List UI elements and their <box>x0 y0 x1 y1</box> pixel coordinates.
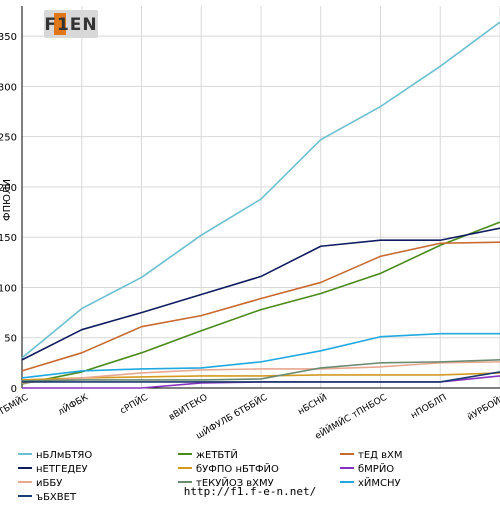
legend-swatch <box>18 481 32 483</box>
legend-label: ъБХВЕТ <box>36 492 77 503</box>
y-tick-label: 300 <box>0 82 17 93</box>
legend-item: тЕД вХМ <box>340 450 403 464</box>
legend-item: бУФПО нБТФЙО <box>178 464 279 478</box>
series-line <box>21 241 500 372</box>
x-tick-label: нБСНЙ <box>295 391 329 417</box>
x-tick-label: йУРБОЙС <box>465 391 500 423</box>
legend-item: иББУ <box>18 478 62 492</box>
legend-label: бУФПО нБТФЙО <box>196 464 279 475</box>
series-line <box>21 332 500 379</box>
y-tick-label: 50 <box>4 334 17 345</box>
legend-swatch <box>18 467 32 469</box>
legend-swatch <box>178 467 192 469</box>
x-tick-label: сРПЙС <box>118 391 150 416</box>
legend-label: нБЛмБТЯО <box>36 450 93 461</box>
series-line <box>21 221 500 385</box>
legend-item: нБЛмБТЯО <box>18 450 92 464</box>
series-layer <box>21 21 500 389</box>
x-tick-label: вВИТЕКО <box>167 393 209 423</box>
series-line <box>21 372 500 381</box>
y-tick-label: 250 <box>0 133 17 144</box>
legend-label: тЕКУЙОЗ вХМУ <box>196 478 274 489</box>
y-tick-label: 150 <box>0 233 17 244</box>
x-tick-label: лЙФБК <box>56 391 91 418</box>
legend-item: бМРЙО <box>340 464 394 478</box>
legend-item: хЙМСНУ <box>340 478 401 492</box>
logo-text: F1EN <box>44 15 97 35</box>
grid-layer <box>21 6 500 389</box>
legend-label: нЕТГЕДЕУ <box>36 464 88 475</box>
legend-item: ъБХВЕТ <box>18 492 76 506</box>
footer-link[interactable]: http://f1.f-e-n.net/ <box>183 485 317 498</box>
legend-label: хЙМСНУ <box>358 478 401 489</box>
series-line <box>21 227 500 361</box>
legend-label: иББУ <box>36 478 63 489</box>
legend-label: жЕТБТЙ <box>196 450 238 461</box>
x-tick-label: нПОБЛП <box>409 393 448 421</box>
legend-swatch <box>178 453 192 455</box>
series-line <box>22 371 500 383</box>
legend-swatch <box>178 481 192 483</box>
legend-item: жЕТБТЙ <box>178 450 238 464</box>
series-line <box>21 21 500 359</box>
series-line <box>21 359 500 382</box>
legend-label: бМРЙО <box>358 464 395 475</box>
y-tick-label: 200 <box>0 183 17 194</box>
y-tick-label: 0 <box>11 384 17 395</box>
y-axis-label: ФПЮЛИ <box>2 179 13 221</box>
legend-swatch <box>340 453 354 455</box>
legend-item: тЕКУЙОЗ вХМУ <box>178 478 274 492</box>
series-line <box>21 361 500 384</box>
y-tick-label: 350 <box>0 32 17 43</box>
x-tick-label: бФТБМЙС <box>0 391 30 424</box>
y-tick-label: 100 <box>0 283 17 294</box>
legend-swatch <box>340 481 354 483</box>
legend-label: тЕД вХМ <box>358 450 403 461</box>
legend-swatch <box>340 467 354 469</box>
legend-swatch <box>18 495 32 497</box>
legend-item: нЕТГЕДЕУ <box>18 464 88 478</box>
legend-swatch <box>18 453 32 455</box>
site-logo: F1EN <box>44 10 98 38</box>
logo-graphic: F1EN <box>44 10 98 38</box>
